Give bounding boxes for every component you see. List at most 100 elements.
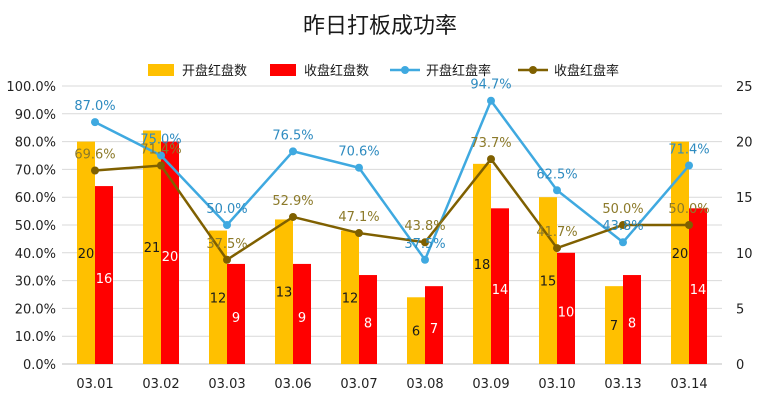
y-right-tick-label: 15: [736, 191, 753, 206]
bar-value-label: 16: [96, 272, 113, 287]
line-value-label: 47.1%: [338, 210, 379, 225]
bar-value-label: 12: [210, 291, 227, 306]
line-point: [355, 163, 363, 172]
y-right-tick-label: 5: [736, 302, 744, 317]
bar-value-label: 6: [412, 325, 420, 340]
line-value-label: 71.4%: [668, 143, 709, 158]
y-left-tick-label: 80.0%: [15, 136, 56, 151]
line-point: [487, 155, 495, 164]
y-left-tick-label: 20.0%: [15, 302, 56, 317]
bar-value-label: 7: [430, 322, 438, 337]
bar: [77, 141, 95, 364]
bar: [161, 141, 179, 364]
line-value-label: 69.6%: [74, 148, 115, 163]
line-point: [289, 212, 297, 221]
bar-value-label: 20: [672, 247, 689, 262]
x-tick-label: 03.07: [340, 377, 377, 392]
y-right-tick-label: 10: [736, 247, 753, 262]
line-point: [289, 147, 297, 156]
y-left-tick-label: 30.0%: [15, 275, 56, 290]
line-value-label: 71.4%: [140, 143, 181, 158]
line-point: [553, 244, 561, 253]
bar: [557, 252, 575, 364]
line-point: [487, 96, 495, 105]
line-point: [223, 255, 231, 264]
y-left-tick-label: 50.0%: [15, 219, 56, 234]
legend-label: 开盘红盘率: [426, 63, 491, 79]
bar-value-label: 13: [276, 286, 293, 301]
y-left-tick-label: 60.0%: [15, 191, 56, 206]
line-value-label: 75.0%: [140, 133, 181, 148]
legend-marker: [401, 66, 409, 74]
bar: [275, 219, 293, 364]
x-tick-label: 03.13: [604, 377, 641, 392]
bar-value-label: 20: [162, 250, 179, 265]
bar: [359, 275, 377, 364]
bar-value-label: 9: [298, 311, 306, 326]
legend-swatch: [270, 64, 296, 76]
bar: [425, 286, 443, 364]
line-point: [421, 255, 429, 264]
y-left-tick-label: 0.0%: [23, 358, 56, 373]
bar-value-label: 10: [558, 305, 575, 320]
line-point: [685, 221, 693, 229]
y-left-tick-label: 100.0%: [6, 80, 56, 95]
series-line: [94, 98, 690, 263]
bar: [407, 297, 425, 364]
x-tick-label: 03.02: [142, 377, 179, 392]
line-value-label: 94.7%: [470, 78, 511, 93]
bar-value-label: 8: [628, 317, 636, 332]
line-value-label: 87.0%: [74, 99, 115, 114]
legend-label: 收盘红盘率: [554, 63, 619, 79]
bar: [671, 141, 689, 364]
bar-value-label: 14: [492, 283, 509, 298]
x-tick-label: 03.09: [472, 377, 509, 392]
y-left-tick-label: 40.0%: [15, 247, 56, 262]
line-point: [157, 161, 165, 170]
y-left-tick-label: 70.0%: [15, 163, 56, 178]
bar: [491, 208, 509, 364]
y-right-tick-label: 0: [736, 358, 744, 373]
x-tick-label: 03.03: [208, 377, 245, 392]
line-value-label: 70.6%: [338, 145, 379, 160]
legend: 开盘红盘数 收盘红盘数 开盘红盘率 收盘红盘率: [148, 63, 619, 79]
bar: [227, 263, 245, 364]
bar-value-label: 21: [144, 241, 161, 256]
line-value-label: 43.8%: [404, 219, 445, 234]
line-point: [553, 186, 561, 195]
y-left-tick-label: 90.0%: [15, 108, 56, 123]
lines: [91, 96, 693, 264]
bar-value-label: 8: [364, 317, 372, 332]
y-right-tick-label: 20: [736, 136, 753, 151]
line-value-label: 73.7%: [470, 136, 511, 151]
legend-label: 开盘红盘数: [182, 63, 247, 79]
bar: [209, 230, 227, 364]
bar-value-label: 7: [610, 319, 618, 334]
line-point: [619, 238, 627, 247]
line-point: [91, 118, 99, 127]
line-value-label: 62.5%: [536, 167, 577, 182]
bar-value-label: 12: [342, 291, 359, 306]
line-value-label: 76.5%: [272, 128, 313, 143]
x-tick-label: 03.01: [76, 377, 113, 392]
line-point: [685, 161, 693, 170]
legend-marker: [529, 66, 537, 74]
line-value-label: 37.5%: [404, 237, 445, 252]
bar: [95, 186, 113, 364]
y-left-tick-label: 10.0%: [15, 330, 56, 345]
line-value-label: 52.9%: [272, 194, 313, 209]
bar-value-label: 20: [78, 247, 95, 262]
series-line: [94, 157, 689, 262]
line-point: [223, 221, 231, 229]
line-point: [91, 166, 99, 175]
bar: [473, 163, 491, 364]
line-value-label: 50.0%: [602, 202, 643, 217]
bar-value-label: 14: [690, 283, 707, 298]
bar-value-label: 9: [232, 311, 240, 326]
line-point: [619, 221, 627, 229]
y-right-tick-label: 25: [736, 80, 753, 95]
line-value-label: 41.7%: [536, 225, 577, 240]
